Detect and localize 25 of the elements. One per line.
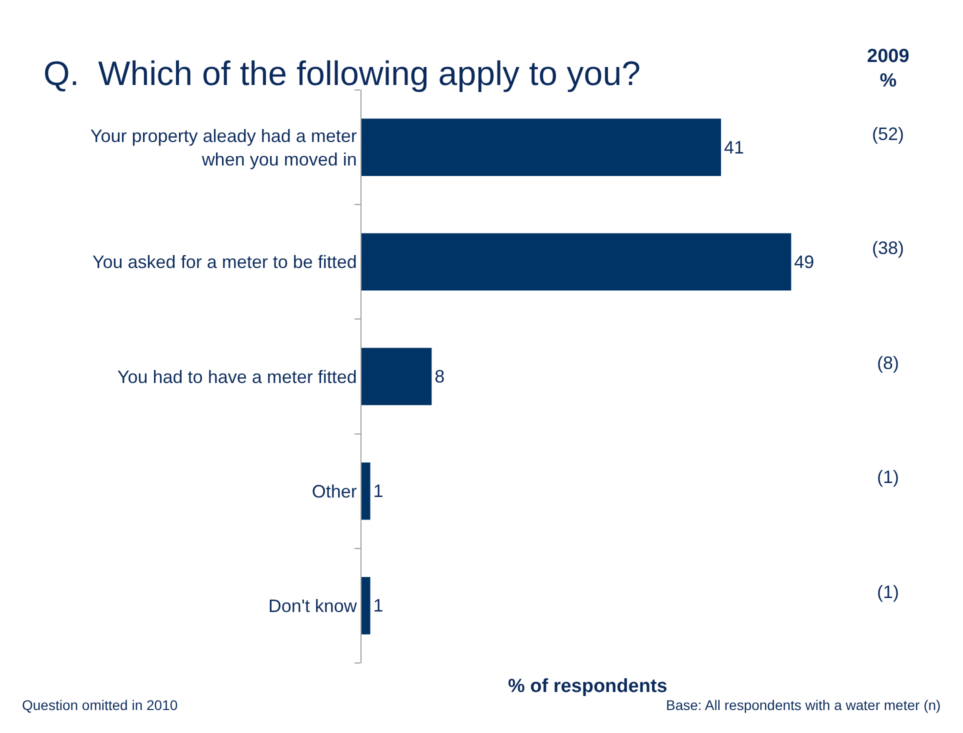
- bar: [362, 577, 370, 634]
- text: Base: All respondents with a water meter (n): [666, 697, 941, 713]
- text: Question omitted in 2010: [22, 697, 178, 713]
- x-axis-title: % of respondents: [508, 676, 668, 697]
- data-label: 1: [373, 596, 384, 616]
- text: (1): [877, 582, 899, 602]
- text: (8): [877, 353, 899, 373]
- text: (1): [877, 467, 899, 487]
- data-label: 41: [724, 137, 744, 158]
- text: (52): [872, 124, 904, 144]
- bar: [362, 118, 722, 176]
- text: 2009 %: [867, 46, 910, 92]
- data-label: 49: [794, 252, 814, 272]
- bar: [362, 348, 432, 406]
- data-label: 1: [373, 481, 384, 502]
- y-tick-label: You asked for a meter to be fitted: [92, 252, 357, 272]
- y-tick-label: You had to have a meter fitted: [117, 366, 357, 387]
- y-tick-label: Your property aleady had a meter when you moved in: [90, 126, 357, 170]
- text: (38): [872, 238, 904, 258]
- y-tick-label: Other: [312, 481, 357, 502]
- bar: [362, 462, 370, 520]
- y-tick-label: Don't know: [268, 596, 358, 616]
- data-label: 8: [434, 366, 445, 386]
- bar: [362, 233, 792, 291]
- chart-title: Q. Which of the following apply to you?: [43, 55, 641, 94]
